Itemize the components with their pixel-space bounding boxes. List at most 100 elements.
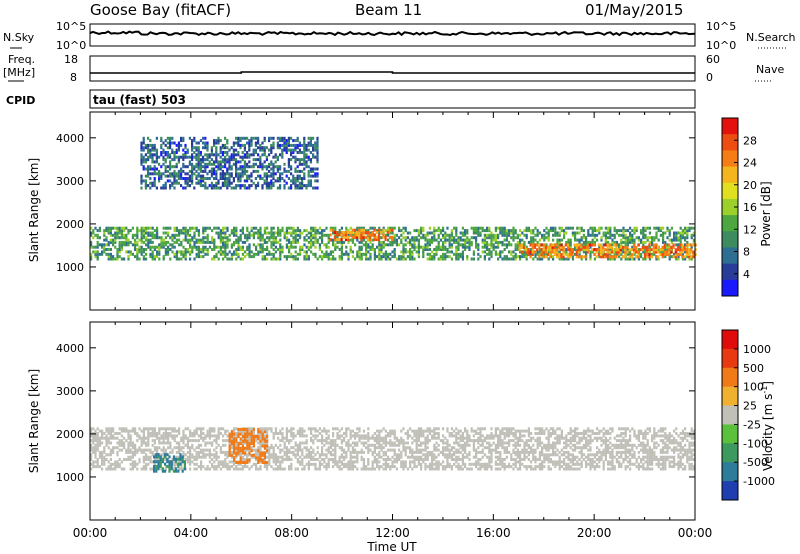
echo-cell	[301, 169, 304, 173]
echo-cell	[109, 441, 112, 445]
echo-cell	[210, 167, 213, 171]
echo-cell	[466, 240, 469, 244]
echo-cell	[391, 432, 394, 435]
echo-cell	[666, 236, 669, 240]
echo-cell	[312, 243, 315, 247]
echo-cell	[395, 460, 398, 464]
echo-cell	[199, 169, 202, 173]
echo-cell	[303, 155, 306, 159]
echo-cell	[681, 233, 684, 237]
echo-cell	[197, 233, 200, 237]
echo-cell	[230, 460, 233, 464]
echo-cell	[281, 467, 284, 471]
echo-cell	[230, 436, 233, 440]
echo-cell	[197, 174, 200, 178]
echo-cell	[380, 240, 383, 244]
echo-cell	[305, 229, 308, 233]
echo-cell	[191, 453, 194, 457]
echo-cell	[180, 231, 183, 235]
echo-cell	[259, 432, 262, 435]
echo-cell	[118, 462, 121, 466]
echo-cell	[281, 139, 284, 143]
echo-cell	[248, 429, 251, 433]
echo-cell	[235, 233, 238, 237]
echo-cell	[307, 245, 310, 249]
echo-cell	[257, 136, 260, 140]
echo-cell	[285, 453, 288, 457]
echo-cell	[290, 233, 293, 237]
echo-cell	[175, 255, 178, 259]
echo-cell	[272, 141, 275, 145]
echo-cell	[673, 233, 676, 237]
echo-cell	[659, 250, 662, 254]
echo-cell	[237, 243, 240, 247]
echo-cell	[486, 248, 489, 251]
echo-cell	[538, 250, 541, 254]
echo-cell	[164, 465, 167, 469]
echo-cell	[127, 434, 130, 438]
echo-cell	[204, 226, 207, 230]
echo-cell	[164, 165, 167, 169]
echo-cell	[228, 238, 231, 242]
echo-cell	[169, 143, 172, 147]
echo-cell	[338, 238, 341, 242]
echo-cell	[109, 429, 112, 433]
echo-cell	[312, 240, 315, 244]
echo-cell	[516, 240, 519, 244]
echo-cell	[266, 231, 269, 235]
echo-cell	[332, 243, 335, 247]
echo-cell	[237, 429, 240, 433]
echo-cell	[538, 257, 541, 261]
echo-cell	[508, 233, 511, 237]
echo-cell	[580, 226, 583, 230]
echo-cell	[116, 257, 119, 261]
echo-cell	[243, 186, 246, 190]
echo-cell	[472, 257, 475, 261]
echo-cell	[116, 236, 119, 240]
echo-cell	[103, 243, 106, 247]
noise-tick-bottom-left: 10^0	[56, 39, 86, 52]
echo-cell	[202, 248, 205, 251]
echo-cell	[325, 226, 328, 230]
echo-cell	[118, 458, 121, 461]
echo-cell	[296, 443, 299, 447]
echo-cell	[136, 462, 139, 466]
echo-cell	[692, 255, 695, 259]
echo-cell	[285, 257, 288, 261]
echo-cell	[642, 250, 645, 254]
echo-cell	[125, 450, 128, 454]
echo-cell	[492, 236, 495, 240]
echo-cell	[518, 245, 521, 249]
echo-cell	[261, 233, 264, 237]
echo-cell	[191, 179, 194, 183]
echo-cell	[109, 252, 112, 256]
echo-cell	[633, 226, 636, 230]
echo-cell	[184, 165, 187, 169]
y-tick-label: 2000	[56, 218, 84, 231]
echo-cell	[338, 467, 341, 471]
echo-cell	[191, 155, 194, 159]
echo-cell	[109, 458, 112, 461]
echo-cell	[653, 252, 656, 256]
echo-cell	[217, 455, 220, 459]
echo-cell	[347, 441, 350, 445]
nsky-label: N.Sky	[3, 31, 35, 44]
echo-cell	[290, 429, 293, 433]
echo-cell	[142, 139, 145, 143]
echo-cell	[325, 252, 328, 256]
echo-cell	[597, 248, 600, 252]
echo-cell	[160, 136, 163, 140]
echo-cell	[109, 229, 112, 233]
echo-cell	[331, 228, 334, 232]
echo-cell	[232, 141, 235, 145]
echo-cell	[435, 252, 438, 256]
echo-cell	[560, 245, 563, 249]
echo-cell	[365, 250, 368, 254]
echo-cell	[175, 174, 178, 178]
echo-cell	[307, 450, 310, 454]
echo-cell	[321, 231, 324, 235]
echo-cell	[177, 158, 180, 162]
echo-cell	[274, 179, 277, 183]
echo-cell	[521, 252, 524, 256]
echo-cell	[149, 139, 152, 143]
